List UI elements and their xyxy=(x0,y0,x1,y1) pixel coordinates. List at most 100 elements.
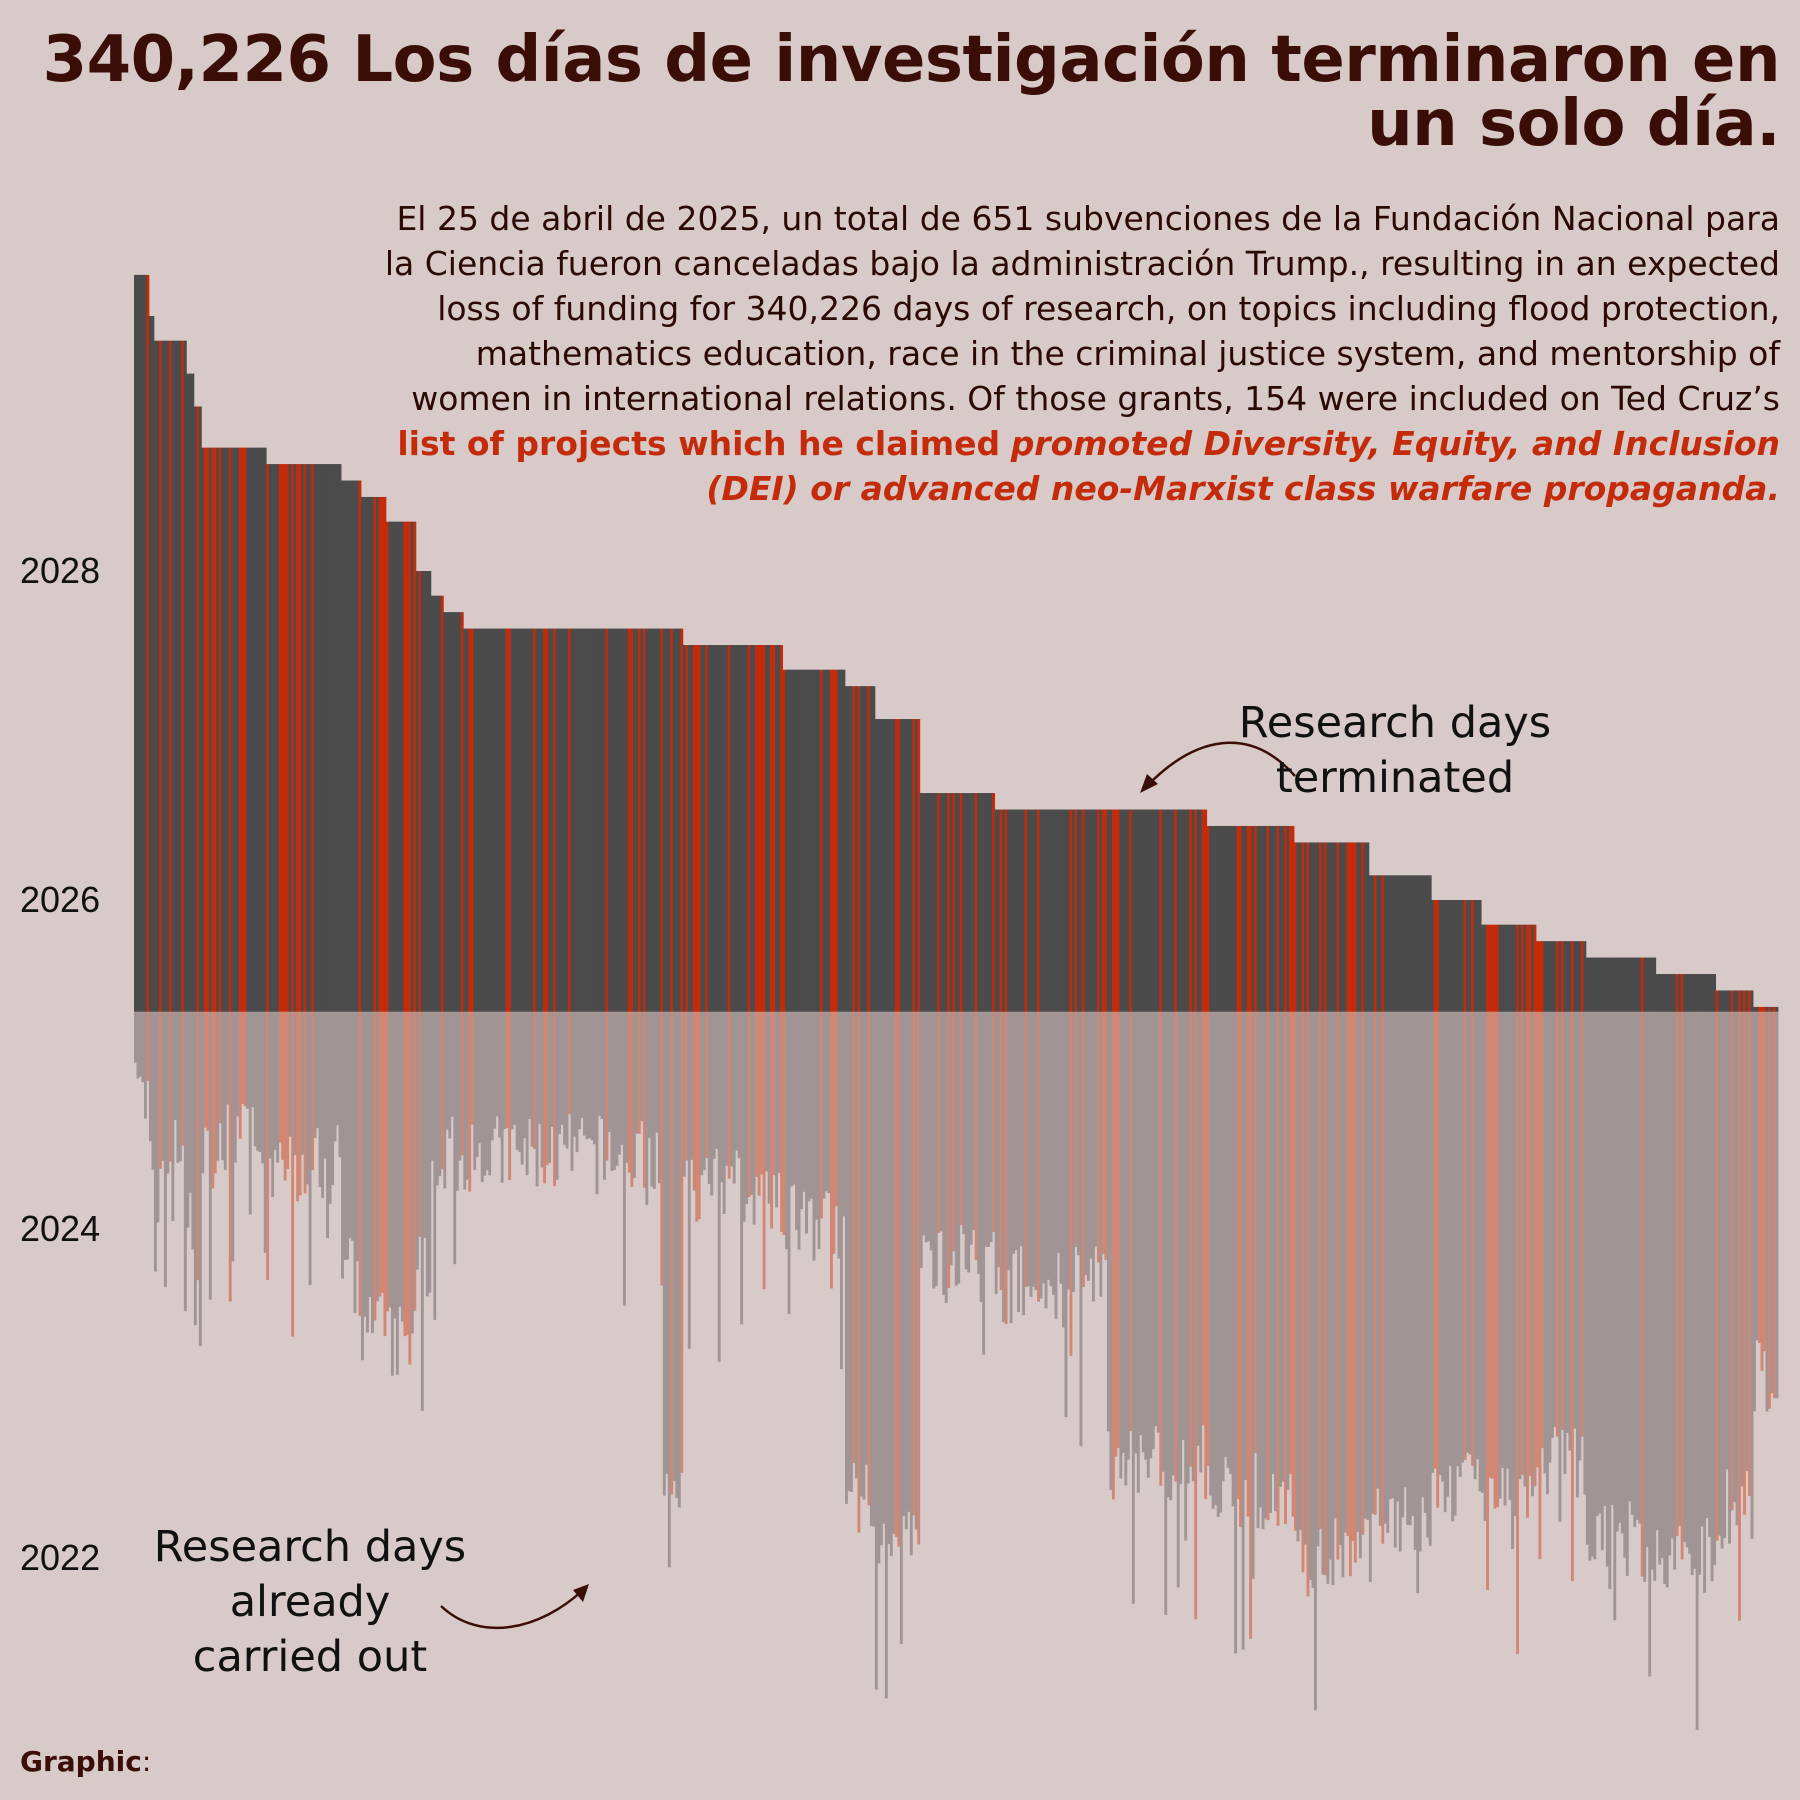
bar-terminated xyxy=(583,628,586,1012)
bar-terminated xyxy=(563,628,566,1012)
bar-terminated xyxy=(475,628,479,1012)
bar-carried-out xyxy=(887,1011,891,1545)
bar-terminated xyxy=(176,340,180,1012)
bar-carried-out xyxy=(223,1011,227,1170)
bar-carried-out xyxy=(1585,1011,1589,1545)
bar-carried-out xyxy=(1406,1011,1410,1525)
bar-terminated xyxy=(1768,1006,1771,1012)
bar-carried-out xyxy=(233,1011,237,1163)
bar-carried-out xyxy=(1518,1011,1522,1480)
bar-carried-out xyxy=(1476,1011,1480,1460)
bar-carried-out xyxy=(657,1011,661,1184)
subtitle-link-italic[interactable]: promoted Diversity, Equity, and Inclusio… xyxy=(706,424,1780,508)
bar-carried-out xyxy=(603,1011,606,1180)
bar-carried-out xyxy=(1541,1011,1544,1449)
bar-carried-out xyxy=(984,1011,988,1247)
bar-terminated xyxy=(914,719,918,1012)
bar-terminated xyxy=(1353,842,1357,1012)
bar-carried-out xyxy=(458,1011,462,1161)
bar-terminated xyxy=(430,595,434,1012)
bar-terminated xyxy=(937,793,941,1012)
bar-terminated xyxy=(605,628,609,1012)
bar-terminated xyxy=(725,645,729,1012)
bar-carried-out xyxy=(912,1011,916,1516)
footer-suffix: : xyxy=(141,1745,152,1778)
bar-terminated xyxy=(1116,809,1120,1012)
bar-terminated xyxy=(944,793,948,1012)
bar-carried-out xyxy=(1705,1011,1709,1519)
bar-carried-out xyxy=(1067,1011,1070,1290)
bar-terminated xyxy=(1032,809,1035,1012)
bar-carried-out xyxy=(1770,1011,1774,1394)
bar-terminated xyxy=(1348,842,1352,1012)
bar-carried-out xyxy=(1054,1011,1058,1319)
bar-carried-out xyxy=(1366,1011,1370,1521)
bar-carried-out xyxy=(1047,1011,1050,1280)
bar-terminated xyxy=(755,645,759,1012)
bar-carried-out xyxy=(1299,1011,1302,1530)
bar-terminated xyxy=(470,628,474,1012)
bar-carried-out xyxy=(1713,1011,1717,1566)
bar-carried-out xyxy=(455,1011,459,1191)
subtitle-plain: El 25 de abril de 2025, un total de 651 … xyxy=(384,199,1780,418)
bar-carried-out xyxy=(490,1011,494,1141)
bar-terminated xyxy=(1241,825,1245,1012)
bar-terminated xyxy=(919,793,923,1012)
bar-terminated xyxy=(1204,809,1208,1012)
bar-terminated xyxy=(1650,957,1654,1012)
bar-carried-out xyxy=(1655,1011,1659,1531)
bar-carried-out xyxy=(959,1011,963,1226)
bar-carried-out xyxy=(842,1011,846,1217)
bar-carried-out xyxy=(1521,1011,1524,1475)
bar-carried-out xyxy=(1059,1011,1063,1284)
bar-carried-out xyxy=(1668,1011,1672,1556)
bar-terminated xyxy=(1047,809,1050,1012)
subtitle-link-bold[interactable]: list of projects which he claimed xyxy=(397,424,1001,463)
bar-carried-out xyxy=(555,1011,559,1180)
bar-terminated xyxy=(874,719,878,1012)
bar-carried-out xyxy=(725,1011,729,1166)
bar-terminated xyxy=(400,521,404,1012)
bar-carried-out xyxy=(470,1011,474,1125)
bar-carried-out xyxy=(273,1011,277,1150)
bar-terminated xyxy=(378,496,382,1012)
bar-terminated xyxy=(1456,900,1460,1012)
bar-carried-out xyxy=(812,1011,816,1261)
bar-carried-out xyxy=(862,1011,866,1500)
bar-terminated xyxy=(892,719,896,1012)
bar-terminated xyxy=(1216,825,1220,1012)
bar-terminated xyxy=(1613,957,1617,1012)
bar-terminated xyxy=(692,645,696,1012)
bar-terminated xyxy=(1748,990,1751,1012)
bar-carried-out xyxy=(1076,1011,1080,1256)
bar-carried-out xyxy=(1164,1011,1168,1615)
bar-terminated xyxy=(1101,809,1105,1012)
bar-terminated xyxy=(268,464,272,1012)
bar-terminated xyxy=(942,793,946,1012)
bar-carried-out xyxy=(1259,1011,1262,1508)
bar-terminated xyxy=(548,628,552,1012)
bar-carried-out xyxy=(902,1011,906,1517)
bar-terminated xyxy=(420,571,424,1012)
bar-carried-out xyxy=(1398,1011,1402,1552)
bar-carried-out xyxy=(1099,1011,1103,1297)
bar-terminated xyxy=(448,612,452,1012)
chart-title: 340,226 Los días de investigación termin… xyxy=(42,23,1781,161)
bar-terminated xyxy=(146,274,150,1012)
bar-terminated xyxy=(1291,825,1295,1012)
bar-terminated xyxy=(178,340,182,1012)
bar-carried-out xyxy=(825,1011,828,1192)
bar-terminated xyxy=(1506,924,1509,1012)
bar-carried-out xyxy=(201,1011,205,1174)
bar-carried-out xyxy=(1363,1011,1367,1519)
bar-terminated xyxy=(879,719,883,1012)
bar-carried-out xyxy=(1024,1011,1028,1287)
bar-terminated xyxy=(1221,825,1225,1012)
bar-carried-out xyxy=(1620,1011,1624,1534)
bar-carried-out xyxy=(1733,1011,1736,1503)
bar-terminated xyxy=(760,645,764,1012)
bar-terminated xyxy=(607,628,611,1012)
bar-terminated xyxy=(637,628,641,1012)
bar-carried-out xyxy=(1391,1011,1395,1499)
